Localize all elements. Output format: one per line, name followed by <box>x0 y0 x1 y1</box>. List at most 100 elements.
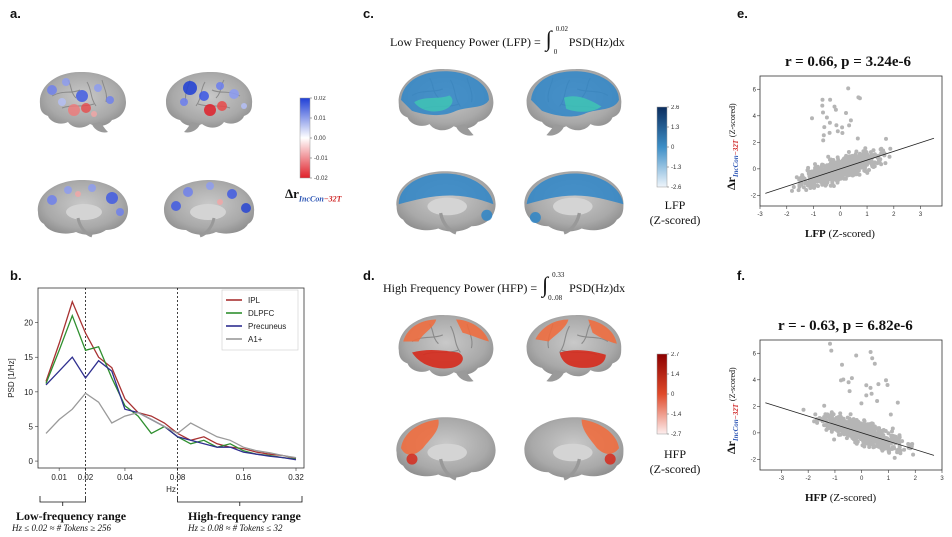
colorbar-c: 2.6 1.3 0 -1.3 -2.6 <box>656 105 682 191</box>
scatter-point <box>868 350 873 354</box>
scatter-point <box>858 163 863 168</box>
brain-a-right-lateral <box>160 62 260 140</box>
scatter-point <box>841 416 846 421</box>
x-tick-label: 3 <box>940 476 944 482</box>
scatter-point <box>886 431 891 436</box>
legend-label: Precuneus <box>248 322 286 331</box>
scatter-point <box>840 131 845 135</box>
scatter-point <box>796 188 801 193</box>
scatter-e-ylabel: ΔrIncCon−32T (Z-scored) <box>724 103 741 190</box>
scatter-point <box>829 418 834 423</box>
scatter-point <box>872 439 877 444</box>
scatter-point <box>867 428 872 432</box>
panel-label-d: d. <box>363 268 375 283</box>
scatter-point <box>859 401 864 406</box>
legend-label: IPL <box>248 296 261 305</box>
scatter-point <box>821 110 825 115</box>
panel-label-a: a. <box>10 6 21 21</box>
scatter-point <box>895 448 900 453</box>
scatter-point <box>813 162 817 167</box>
y-tick-label: 2 <box>753 140 757 146</box>
panel-label-f: f. <box>737 268 745 283</box>
scatter-point <box>856 168 861 173</box>
scatter-point <box>864 393 869 398</box>
regression-line <box>765 137 935 194</box>
colorbar-tick-label: -2.6 <box>671 185 682 191</box>
scatter-point <box>814 178 819 183</box>
scatter-point <box>888 146 893 151</box>
scatter-point <box>858 427 863 432</box>
lfp-formula: Low Frequency Power (LFP) = ∫ 0.02 0 PSD… <box>390 25 625 56</box>
x-tick-label: 0 <box>860 476 864 482</box>
scatter-point <box>815 420 820 425</box>
scatter-point <box>847 389 852 394</box>
legend-label: A1+ <box>248 335 263 344</box>
scatter-point <box>841 377 846 382</box>
scatter-point <box>858 153 863 157</box>
scatter-point <box>865 170 870 175</box>
colorbar-tick-label: 0 <box>671 145 675 151</box>
scatter-point <box>880 448 885 453</box>
scatter-point <box>855 136 860 141</box>
scatter-point <box>833 173 838 178</box>
scatter-point <box>872 443 876 448</box>
scatter-point <box>853 425 858 430</box>
scatter-point <box>801 407 806 412</box>
y-tick-label: 10 <box>24 388 33 397</box>
scatter-point <box>832 426 837 431</box>
scatter-point <box>822 423 827 428</box>
scatter-point <box>849 376 854 381</box>
scatter-point <box>902 447 907 452</box>
scatter-point <box>840 175 845 180</box>
scatter-point <box>898 448 903 453</box>
scatter-point <box>849 429 854 434</box>
scatter-point <box>828 167 833 172</box>
scatter-point <box>865 422 870 427</box>
scatter-point <box>880 435 885 440</box>
scatter-frame <box>759 75 943 207</box>
panel-label-b: b. <box>10 268 22 283</box>
panel-label-c: c. <box>363 6 374 21</box>
scatter-point <box>820 103 825 108</box>
scatter-points <box>790 86 893 193</box>
scatter-point <box>849 171 854 176</box>
x-tick-label: -2 <box>784 212 790 218</box>
scatter-point <box>889 447 894 451</box>
series-line-a1- <box>45 392 297 459</box>
scatter-point <box>846 150 851 154</box>
scatter-point <box>845 157 850 162</box>
scatter-point <box>891 434 895 439</box>
brain-d-right-lateral <box>520 306 630 388</box>
scatter-point <box>824 167 829 172</box>
scatter-point <box>811 173 815 177</box>
x-tick-label: 0.32 <box>288 473 304 482</box>
low-range-title: Low-frequency range <box>16 509 127 523</box>
brain-d-left-medial <box>390 406 500 488</box>
x-tick-label: 0.04 <box>117 473 133 482</box>
scatter-point <box>864 150 869 155</box>
psd-xlabel: Hz <box>166 485 176 494</box>
colorbar-tick-label: -0.01 <box>314 156 328 162</box>
y-tick-label: 4 <box>753 114 757 120</box>
scatter-point <box>821 138 826 143</box>
scatter-point <box>824 178 829 183</box>
brain-a-left-lateral <box>32 62 132 140</box>
x-tick-label: -2 <box>806 476 812 482</box>
scatter-point <box>833 107 838 112</box>
legend-label: DLPFC <box>248 309 274 318</box>
high-range-sub: Hz ≥ 0.08 ≈ # Tokens ≤ 32 <box>188 523 283 533</box>
colorbar-tick-label: 0.01 <box>314 116 326 122</box>
scatter-point <box>848 118 853 123</box>
scatter-point <box>863 146 868 151</box>
y-tick-label: 6 <box>753 87 757 93</box>
scatter-point <box>826 154 831 159</box>
scatter-point <box>872 425 876 430</box>
scatter-point <box>897 433 902 438</box>
series-line-ipl <box>45 299 297 459</box>
scatter-point <box>823 415 828 419</box>
x-tick-label: -3 <box>757 212 763 218</box>
scatter-point <box>815 171 820 176</box>
scatter-point <box>839 428 844 433</box>
brain-d-right-medial <box>520 406 630 488</box>
